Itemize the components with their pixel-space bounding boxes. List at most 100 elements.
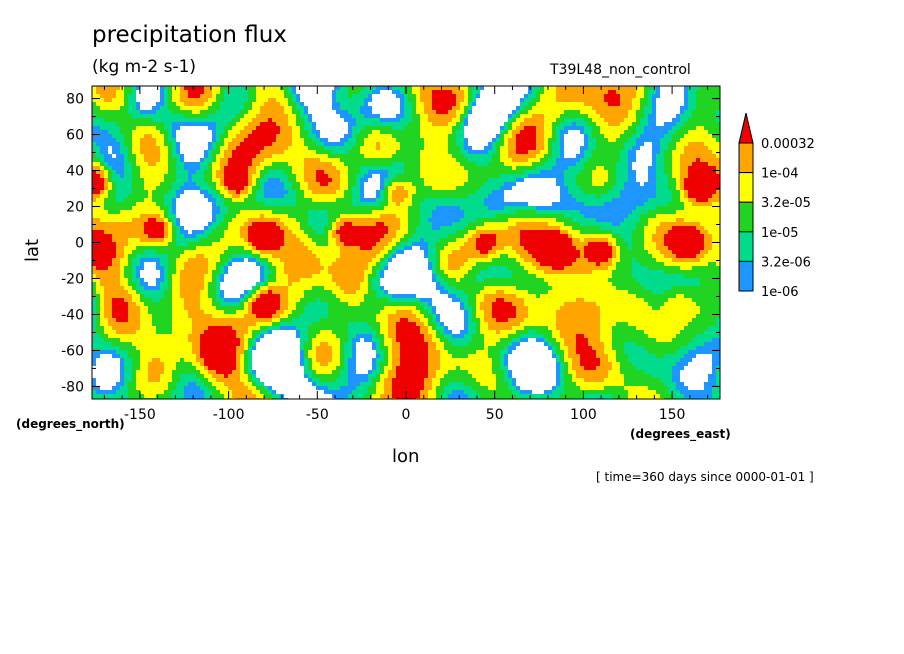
field-cell [408,190,412,194]
field-cell [560,222,564,226]
field-cell [148,146,152,150]
field-cell [484,94,488,98]
field-cell [128,174,132,178]
field-cell [440,198,444,202]
field-cell [432,226,436,230]
field-cell [472,146,476,150]
field-cell [104,90,108,94]
field-cell [212,214,216,218]
field-cell [668,86,672,90]
field-cell [232,138,236,142]
field-cell [680,186,684,190]
field-cell [336,86,340,90]
field-cell [524,154,528,158]
field-cell [136,110,140,114]
field-cell [648,94,652,98]
field-cell [536,206,540,210]
field-cell [256,122,260,126]
field-cell [584,142,588,146]
field-cell [396,234,400,238]
field-cell [288,118,292,122]
field-cell [156,210,160,214]
field-cell [576,98,580,102]
field-cell [124,222,128,226]
field-cell [616,162,620,166]
field-cell [92,226,96,230]
field-cell [376,194,380,198]
field-cell [608,194,612,198]
field-cell [372,190,376,194]
field-cell [476,102,480,106]
field-cell [536,182,540,186]
field-cell [628,198,632,202]
field-cell [428,134,432,138]
field-cell [316,114,320,118]
field-cell [384,138,388,142]
field-cell [140,102,144,106]
field-cell [448,114,452,118]
field-cell [608,138,612,142]
field-cell [288,114,292,118]
field-cell [504,110,508,114]
field-cell [596,202,600,206]
field-cell [596,178,600,182]
field-cell [588,142,592,146]
field-cell [496,230,500,234]
field-cell [588,214,592,218]
field-cell [120,210,124,214]
field-cell [296,234,300,238]
field-cell [532,226,536,230]
field-cell [348,230,352,234]
field-cell [652,234,656,238]
field-cell [516,142,520,146]
field-cell [608,226,612,230]
field-cell [356,226,360,230]
field-cell [632,150,636,154]
field-cell [716,118,720,122]
field-cell [216,214,220,218]
field-cell [380,106,384,110]
field-cell [172,198,176,202]
field-cell [644,154,648,158]
field-cell [488,238,492,242]
field-cell [240,222,244,226]
field-cell [508,114,512,118]
field-cell [496,94,500,98]
field-cell [460,202,464,206]
field-cell [228,154,232,158]
field-cell [188,146,192,150]
field-cell [632,142,636,146]
field-cell [180,218,184,222]
field-cell [680,174,684,178]
field-cell [468,114,472,118]
field-cell [276,158,280,162]
field-cell [92,234,96,238]
field-cell [268,170,272,174]
field-cell [564,178,568,182]
field-cell [124,166,128,170]
field-cell [292,238,296,242]
field-cell [296,174,300,178]
field-cell [340,86,344,90]
field-cell [200,138,204,142]
field-cell [128,210,132,214]
field-cell [112,134,116,138]
field-cell [184,186,188,190]
field-cell [156,146,160,150]
field-cell [604,226,608,230]
field-cell [168,138,172,142]
field-cell [400,94,404,98]
field-cell [584,150,588,154]
field-cell [296,130,300,134]
field-cell [464,114,468,118]
field-cell [448,206,452,210]
field-cell [288,226,292,230]
field-cell [188,126,192,130]
field-cell [348,122,352,126]
field-cell [428,242,432,246]
field-cell [468,238,472,242]
field-cell [240,150,244,154]
field-cell [156,162,160,166]
field-cell [532,126,536,130]
field-cell [344,238,348,242]
